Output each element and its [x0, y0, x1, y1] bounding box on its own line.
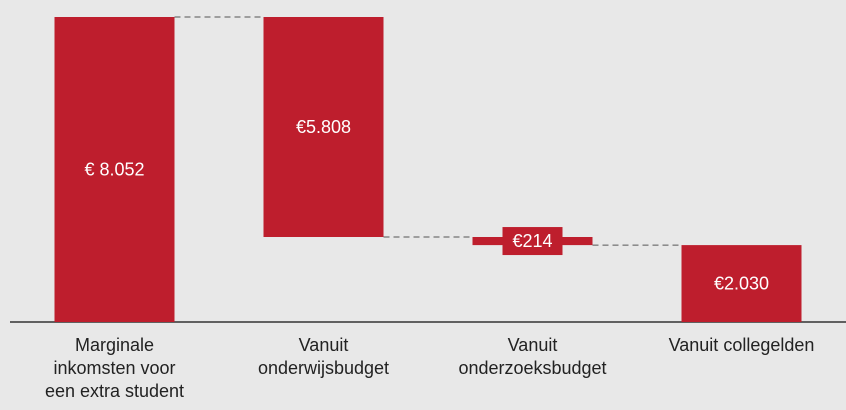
bar: [54, 17, 175, 322]
value-label: €2.030: [714, 273, 769, 293]
label-box: [502, 227, 563, 256]
category-label: Vanuit onderwijsbudget: [257, 335, 390, 378]
value-label: € 8.052: [84, 159, 144, 179]
category-label: Marginale inkomsten voor een extra stude…: [44, 335, 185, 401]
category-label: Vanuit onderzoeksbudget: [458, 335, 607, 378]
category-label: Vanuit collegelden: [668, 335, 815, 355]
bar: [263, 17, 384, 237]
value-label: €214: [512, 231, 552, 251]
bar: [681, 245, 802, 322]
value-label: €5.808: [296, 117, 351, 137]
